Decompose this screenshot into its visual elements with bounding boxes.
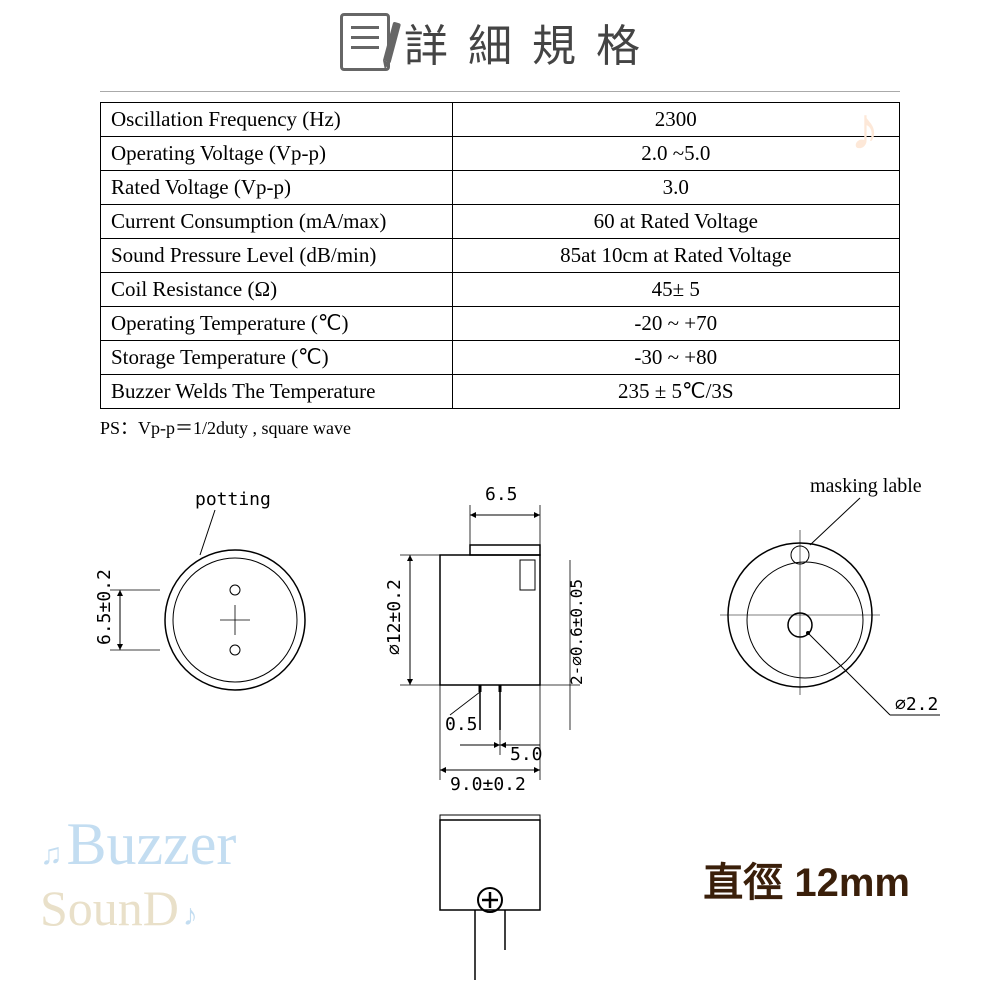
page-title: 詳細規格 <box>404 10 660 74</box>
drawing-side-view: ∅12±0.2 6.5 2-∅0.6±0.05 0.5 5.0 9.0±0.2 <box>330 470 650 810</box>
header: 詳細規格 <box>0 0 1000 91</box>
table-row: Current Consumption (mA/max)60 at Rated … <box>101 205 900 239</box>
dim-pin-spacing: 6.5±0.2 <box>94 569 115 645</box>
table-row: Buzzer Welds The Temperature235 ± 5℃/3S <box>101 375 900 409</box>
spec-footnote: PS：Vp-p＝1/2duty , square wave <box>100 414 900 440</box>
table-row: Operating Temperature (℃)-20 ~ +70 <box>101 307 900 341</box>
sound-text: SounD <box>40 880 179 936</box>
spec-table: Oscillation Frequency (Hz)2300 Operating… <box>100 102 900 409</box>
buzzer-text: Buzzer <box>67 811 237 877</box>
masking-label: masking lable <box>810 475 922 497</box>
dim-cap-width: 6.5 <box>485 484 518 505</box>
header-divider <box>100 91 900 92</box>
dim-pin-dia: 2-∅0.6±0.05 <box>567 579 586 685</box>
table-row: Coil Resistance (Ω)45± 5 <box>101 273 900 307</box>
dim-0-5: 0.5 <box>445 714 478 735</box>
dim-hole: ∅2.2 <box>895 694 938 715</box>
table-row: Oscillation Frequency (Hz)2300 <box>101 103 900 137</box>
buzzer-logo: ♫ Buzzer SounD ♪ <box>40 810 236 937</box>
table-row: Operating Voltage (Vp-p)2.0 ~5.0 <box>101 137 900 171</box>
technical-drawings: potting 6.5±0.2 <box>0 460 1000 820</box>
dim-diameter: ∅12±0.2 <box>384 579 405 655</box>
dim-height: 9.0±0.2 <box>450 774 526 795</box>
table-row: Rated Voltage (Vp-p)3.0 <box>101 171 900 205</box>
music-note-icon: ♪ <box>850 95 880 164</box>
table-row: Sound Pressure Level (dB/min)85at 10cm a… <box>101 239 900 273</box>
drawing-bottom-view: masking lable ∅2.2 <box>680 470 980 750</box>
music-note-icon: ♫ <box>40 838 63 871</box>
table-row: Storage Temperature (℃)-30 ~ +80 <box>101 341 900 375</box>
diameter-callout: 直徑 12mm <box>703 850 910 908</box>
dim-5-0: 5.0 <box>510 744 543 765</box>
drawing-top-view: potting 6.5±0.2 <box>60 480 340 740</box>
drawing-front-small <box>400 800 580 1000</box>
music-note-icon: ♪ <box>183 899 198 932</box>
footer-area: ♫ Buzzer SounD ♪ 直徑 12mm <box>0 820 1000 990</box>
potting-label: potting <box>195 489 271 510</box>
